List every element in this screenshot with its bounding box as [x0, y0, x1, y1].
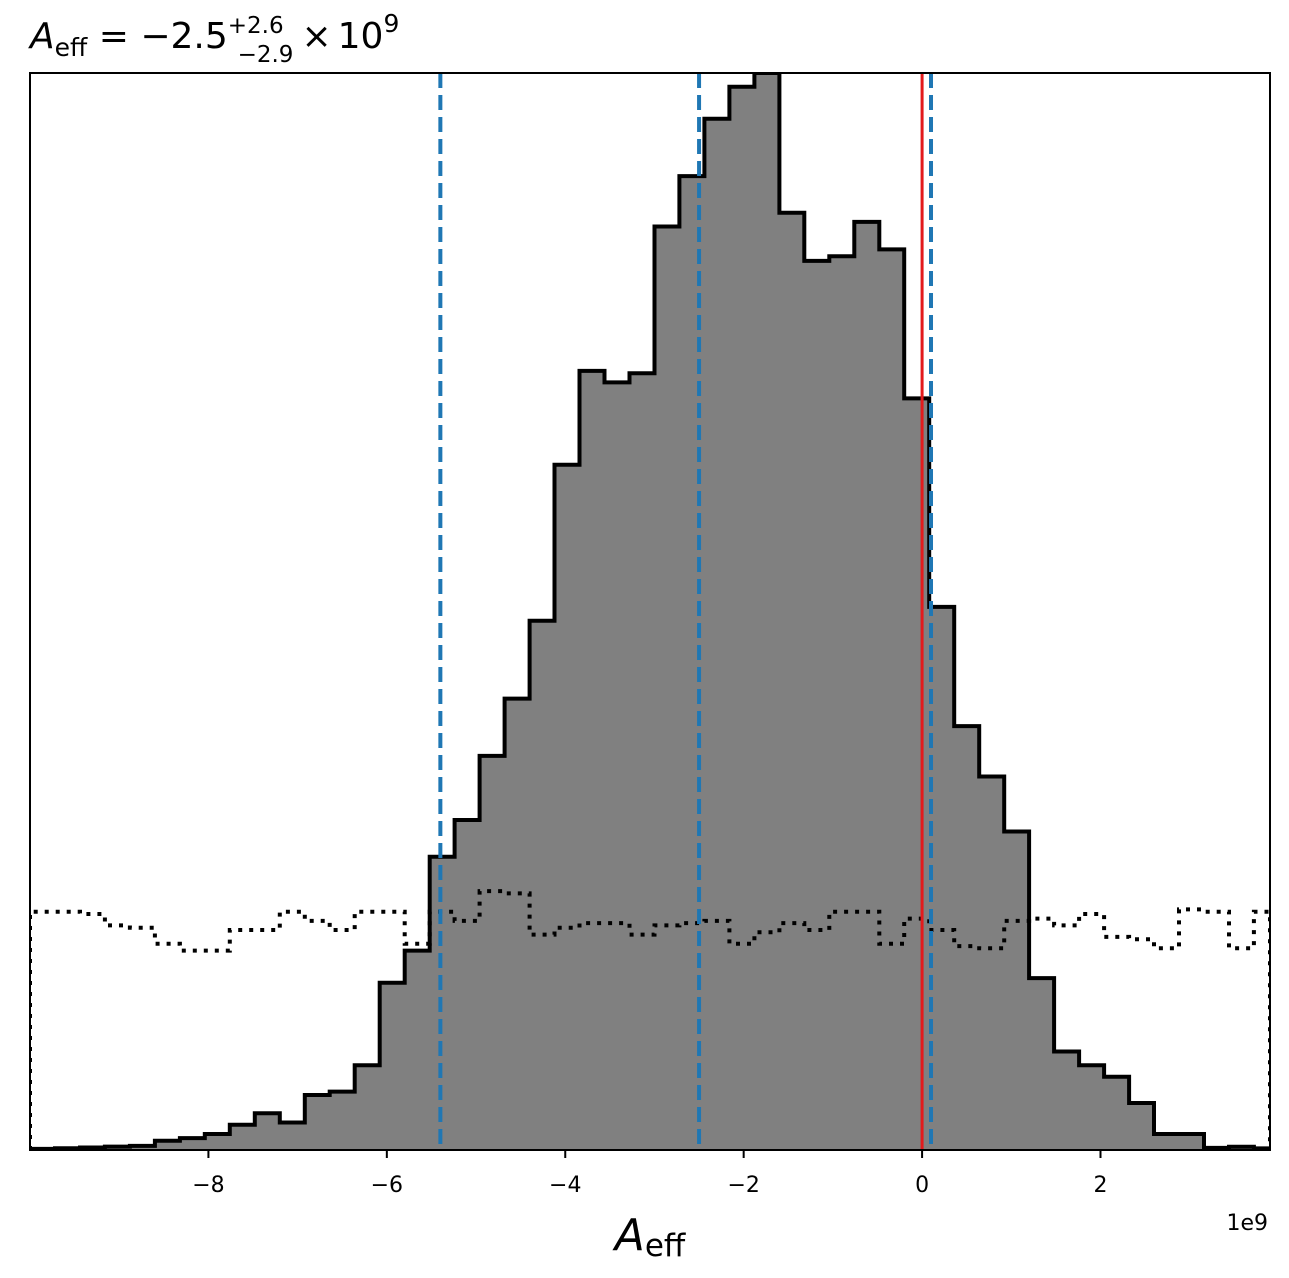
- title-symbol: A: [28, 16, 55, 57]
- x-axis-label: Aeff: [612, 1210, 686, 1264]
- x-axis-label-subscript: eff: [645, 1228, 686, 1264]
- quantile-lines: [438, 73, 934, 1150]
- title-equals: =: [87, 16, 140, 57]
- x-axis-label-symbol: A: [612, 1210, 645, 1261]
- x-tick-label: −6: [371, 1173, 403, 1198]
- chart-title: Aeff = −2.5+2.6 −2.9 × 109: [28, 9, 399, 68]
- title-exponent-base: 10: [338, 16, 384, 57]
- x-tick-label: 0: [915, 1173, 929, 1198]
- title-symbol-subscript: eff: [55, 33, 88, 62]
- prior-histogram-dotted: [30, 889, 1270, 1150]
- title-median: −2.5: [140, 16, 227, 57]
- plot-frame: [29, 72, 1271, 1151]
- posterior-histogram-fill: [30, 73, 1270, 1150]
- title-times: ×: [301, 16, 331, 57]
- x-tick-label: −4: [549, 1173, 581, 1198]
- posterior-histogram-outline: [30, 73, 1270, 1150]
- x-tick-label: −2: [727, 1173, 759, 1198]
- title-exponent: 9: [383, 9, 399, 38]
- x-tick-label: 2: [1094, 1173, 1108, 1198]
- x-tick-label: −8: [192, 1173, 224, 1198]
- plot-area: [30, 73, 1270, 1150]
- x-axis-ticks: −8 −6 −4 −2 0 2: [192, 1150, 1108, 1198]
- x-axis-offset-text: 1e9: [1226, 1211, 1268, 1236]
- title-upper-error: +2.6: [228, 13, 284, 39]
- title-lower-error: −2.9: [238, 42, 294, 68]
